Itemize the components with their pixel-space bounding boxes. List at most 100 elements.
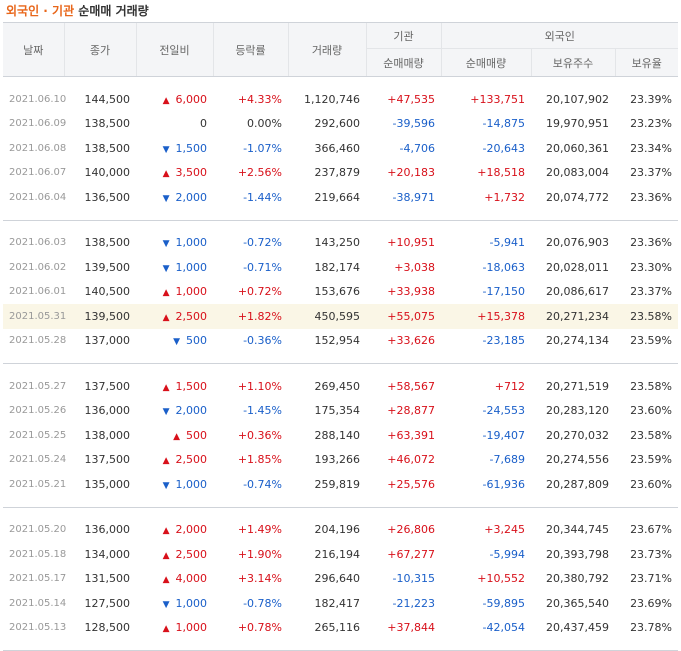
- change-cell: ▲1,000: [136, 616, 213, 641]
- foreign-ratio-cell: 23.39%: [615, 87, 678, 112]
- volume-cell: 182,417: [288, 591, 366, 616]
- foreign-hold-cell: 20,287,809: [531, 472, 615, 497]
- close-cell: 137,500: [64, 374, 136, 399]
- foreign-net-cell: +15,378: [441, 304, 531, 329]
- up-triangle-icon: ▲: [163, 288, 170, 298]
- up-triangle-icon: ▲: [163, 456, 170, 466]
- header-rate: 등락률: [213, 23, 288, 77]
- header-volume: 거래량: [288, 23, 366, 77]
- close-cell: 139,500: [64, 255, 136, 280]
- volume-cell: 153,676: [288, 280, 366, 305]
- foreign-ratio-cell: 23.60%: [615, 399, 678, 424]
- down-triangle-icon: ▼: [163, 264, 170, 274]
- inst-net-cell: +33,626: [366, 329, 441, 354]
- close-cell: 138,500: [64, 136, 136, 161]
- foreign-hold-cell: 19,970,951: [531, 112, 615, 137]
- change-cell: ▲1,500: [136, 374, 213, 399]
- change-value: 1,500: [176, 142, 208, 155]
- foreign-hold-cell: 20,060,361: [531, 136, 615, 161]
- rate-cell: +1.85%: [213, 448, 288, 473]
- close-cell: 139,500: [64, 304, 136, 329]
- date-cell: 2021.05.21: [3, 472, 64, 497]
- date-cell: 2021.05.26: [3, 399, 64, 424]
- date-cell: 2021.06.07: [3, 161, 64, 186]
- change-value: 3,500: [176, 166, 208, 179]
- rate-cell: +0.78%: [213, 616, 288, 641]
- foreign-net-cell: -42,054: [441, 616, 531, 641]
- foreign-ratio-cell: 23.71%: [615, 567, 678, 592]
- date-cell: 2021.06.03: [3, 231, 64, 256]
- change-cell: ▲2,500: [136, 448, 213, 473]
- date-cell: 2021.06.01: [3, 280, 64, 305]
- close-cell: 138,500: [64, 231, 136, 256]
- date-cell: 2021.05.31: [3, 304, 64, 329]
- header-date: 날짜: [3, 23, 64, 77]
- change-cell: ▲6,000: [136, 87, 213, 112]
- foreign-hold-cell: 20,274,556: [531, 448, 615, 473]
- date-cell: 2021.05.24: [3, 448, 64, 473]
- rate-cell: -0.74%: [213, 472, 288, 497]
- volume-cell: 143,250: [288, 231, 366, 256]
- group-spacer: [3, 221, 678, 231]
- rate-cell: -0.78%: [213, 591, 288, 616]
- down-triangle-icon: ▼: [163, 145, 170, 155]
- section-title-accent: 외국인 · 기관: [6, 4, 74, 18]
- change-value: 500: [186, 429, 207, 442]
- date-cell: 2021.06.02: [3, 255, 64, 280]
- down-triangle-icon: ▼: [163, 600, 170, 610]
- foreign-net-cell: -5,994: [441, 542, 531, 567]
- volume-cell: 265,116: [288, 616, 366, 641]
- foreign-net-cell: -20,643: [441, 136, 531, 161]
- inst-net-cell: +58,567: [366, 374, 441, 399]
- down-triangle-icon: ▼: [163, 239, 170, 249]
- foreign-ratio-cell: 23.69%: [615, 591, 678, 616]
- close-cell: 137,500: [64, 448, 136, 473]
- close-cell: 128,500: [64, 616, 136, 641]
- header-foreign-ratio: 보유율: [615, 49, 678, 77]
- change-cell: ▼2,000: [136, 185, 213, 210]
- date-cell: 2021.05.17: [3, 567, 64, 592]
- change-value: 500: [186, 334, 207, 347]
- foreign-net-cell: +133,751: [441, 87, 531, 112]
- foreign-hold-cell: 20,271,234: [531, 304, 615, 329]
- foreign-hold-cell: 20,274,134: [531, 329, 615, 354]
- up-triangle-icon: ▲: [173, 432, 180, 442]
- foreign-ratio-cell: 23.58%: [615, 374, 678, 399]
- header-foreign: 외국인: [441, 23, 678, 49]
- foreign-ratio-cell: 23.60%: [615, 472, 678, 497]
- foreign-ratio-cell: 23.36%: [615, 231, 678, 256]
- change-value: 2,000: [176, 191, 208, 204]
- foreign-ratio-cell: 23.37%: [615, 161, 678, 186]
- change-value: 1,000: [176, 478, 208, 491]
- foreign-ratio-cell: 23.78%: [615, 616, 678, 641]
- change-cell: ▲1,000: [136, 280, 213, 305]
- up-triangle-icon: ▲: [163, 575, 170, 585]
- inst-net-cell: +55,075: [366, 304, 441, 329]
- change-cell: ▲2,000: [136, 518, 213, 543]
- inst-net-cell: +10,951: [366, 231, 441, 256]
- foreign-ratio-cell: 23.37%: [615, 280, 678, 305]
- date-cell: 2021.06.08: [3, 136, 64, 161]
- foreign-ratio-cell: 23.23%: [615, 112, 678, 137]
- rate-cell: -1.45%: [213, 399, 288, 424]
- close-cell: 135,000: [64, 472, 136, 497]
- close-cell: 138,500: [64, 112, 136, 137]
- foreign-hold-cell: 20,083,004: [531, 161, 615, 186]
- rate-cell: +0.36%: [213, 423, 288, 448]
- up-triangle-icon: ▲: [163, 313, 170, 323]
- date-cell: 2021.05.28: [3, 329, 64, 354]
- inst-net-cell: -10,315: [366, 567, 441, 592]
- rate-cell: -1.07%: [213, 136, 288, 161]
- change-cell: ▼2,000: [136, 399, 213, 424]
